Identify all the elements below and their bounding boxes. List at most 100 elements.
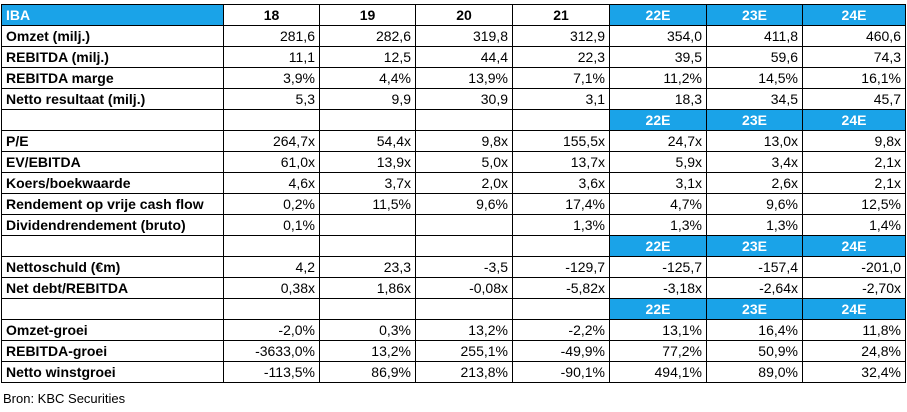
value-cell: 11,5%: [319, 193, 416, 215]
blank-cell: [223, 235, 320, 257]
table-row: EV/EBITDA 61,0x 13,9x 5,0x 13,7x 5,9x 3,4x 2,1x: [1, 151, 906, 173]
row-label: Rendement op vrije cash flow: [1, 193, 224, 215]
value-cell: 23,3: [319, 256, 416, 278]
row-label: Netto resultaat (milj.): [1, 88, 224, 110]
company-label: IBA: [1, 4, 224, 26]
table-row: REBITDA marge 3,9% 4,4% 13,9% 7,1% 11,2% 14,5%…: [1, 67, 906, 89]
value-cell: 89,0%: [706, 361, 803, 383]
value-cell: 2,6x: [706, 172, 803, 194]
table-body: IBA 18 19 20 21 22E 23E 24E Omzet (milj.) 281,6 28…: [1, 4, 906, 383]
value-cell: -157,4: [706, 256, 803, 278]
value-cell: -129,7: [512, 256, 610, 278]
value-cell: 3,4x: [706, 151, 803, 173]
table-row: P/E 264,7x 54,4x 9,8x 155,5x 24,7x 13,0x 9,8x: [1, 130, 906, 152]
value-cell: 13,7x: [512, 151, 610, 173]
blank-cell: [1, 235, 224, 257]
value-cell: 0,1%: [223, 214, 320, 236]
blank-cell: [319, 235, 416, 257]
row-label: Omzet (milj.): [1, 25, 224, 47]
blank-cell: [415, 109, 513, 131]
value-cell: 13,2%: [415, 319, 513, 341]
value-cell: 9,8x: [802, 130, 906, 152]
row-label: Netto winstgroei: [1, 361, 224, 383]
value-cell: 0,3%: [319, 319, 416, 341]
value-cell: 2,1x: [802, 172, 906, 194]
financials-table: IBA 18 19 20 21 22E 23E 24E Omzet (milj.) 281,6 28…: [1, 4, 906, 383]
value-cell: 30,9: [415, 88, 513, 110]
value-cell: 59,6: [706, 46, 803, 68]
value-cell: 4,6x: [223, 172, 320, 194]
estimate-header: 24E: [802, 235, 906, 257]
value-cell: 16,1%: [802, 67, 906, 89]
value-cell: 13,9x: [319, 151, 416, 173]
value-cell: 3,6x: [512, 172, 610, 194]
value-cell: 4,4%: [319, 67, 416, 89]
blank-cell: [223, 298, 320, 320]
table-row: Netto winstgroei -113,5% 86,9% 213,8% -90,1%…: [1, 361, 906, 383]
value-cell: 9,9: [319, 88, 416, 110]
value-cell: 2,1x: [802, 151, 906, 173]
year-header: 19: [319, 4, 416, 26]
value-cell: -2,0%: [223, 319, 320, 341]
estimate-header: 22E: [609, 235, 707, 257]
value-cell: -2,2%: [512, 319, 610, 341]
value-cell: [319, 214, 416, 236]
blank-cell: [223, 109, 320, 131]
value-cell: 3,1x: [609, 172, 707, 194]
year-header: 18: [223, 4, 320, 26]
estimate-header: 24E: [802, 109, 906, 131]
value-cell: 4,2: [223, 256, 320, 278]
blank-cell: [319, 298, 416, 320]
value-cell: 312,9: [512, 25, 610, 47]
row-label: Koers/boekwaarde: [1, 172, 224, 194]
row-label: REBITDA-groei: [1, 340, 224, 362]
table-row: Net debt/REBITDA 0,38x 1,86x -0,08x -5,82x -3…: [1, 277, 906, 299]
value-cell: 12,5: [319, 46, 416, 68]
value-cell: 14,5%: [706, 67, 803, 89]
row-label: EV/EBITDA: [1, 151, 224, 173]
value-cell: 54,4x: [319, 130, 416, 152]
estimate-header: 24E: [802, 298, 906, 320]
value-cell: 34,5: [706, 88, 803, 110]
row-label: Dividendrendement (bruto): [1, 214, 224, 236]
value-cell: 12,5%: [802, 193, 906, 215]
value-cell: 32,4%: [802, 361, 906, 383]
blank-cell: [1, 298, 224, 320]
table-row: Rendement op vrije cash flow 0,2% 11,5% 9,6…: [1, 193, 906, 215]
value-cell: 7,1%: [512, 67, 610, 89]
value-cell: 13,1%: [609, 319, 707, 341]
value-cell: 24,7x: [609, 130, 707, 152]
row-label: Nettoschuld (€m): [1, 256, 224, 278]
value-cell: -125,7: [609, 256, 707, 278]
value-cell: 4,7%: [609, 193, 707, 215]
estimate-header: 23E: [706, 298, 803, 320]
value-cell: 5,3: [223, 88, 320, 110]
blank-cell: [512, 235, 610, 257]
value-cell: 50,9%: [706, 340, 803, 362]
value-cell: 5,0x: [415, 151, 513, 173]
header-row: IBA 18 19 20 21 22E 23E 24E: [1, 4, 906, 26]
value-cell: -5,82x: [512, 277, 610, 299]
value-cell: 213,8%: [415, 361, 513, 383]
table-row: Netto resultaat (milj.) 5,3 9,9 30,9 3,1 18,3…: [1, 88, 906, 110]
blank-cell: [319, 109, 416, 131]
value-cell: 9,8x: [415, 130, 513, 152]
value-cell: 0,38x: [223, 277, 320, 299]
table-row: REBITDA-groei -3633,0% 13,2% 255,1% -49,9% 77…: [1, 340, 906, 362]
value-cell: 0,2%: [223, 193, 320, 215]
value-cell: 354,0: [609, 25, 707, 47]
value-cell: 77,2%: [609, 340, 707, 362]
value-cell: 155,5x: [512, 130, 610, 152]
table-row: Koers/boekwaarde 4,6x 3,7x 2,0x 3,6x 3,1x 2,6x…: [1, 172, 906, 194]
blank-cell: [512, 298, 610, 320]
value-cell: -3633,0%: [223, 340, 320, 362]
value-cell: 13,0x: [706, 130, 803, 152]
value-cell: [415, 214, 513, 236]
source-note: Bron: KBC Securities: [3, 391, 126, 406]
value-cell: 282,6: [319, 25, 416, 47]
value-cell: -113,5%: [223, 361, 320, 383]
value-cell: 1,4%: [802, 214, 906, 236]
blank-cell: [512, 109, 610, 131]
value-cell: 1,3%: [609, 214, 707, 236]
row-label: REBITDA marge: [1, 67, 224, 89]
